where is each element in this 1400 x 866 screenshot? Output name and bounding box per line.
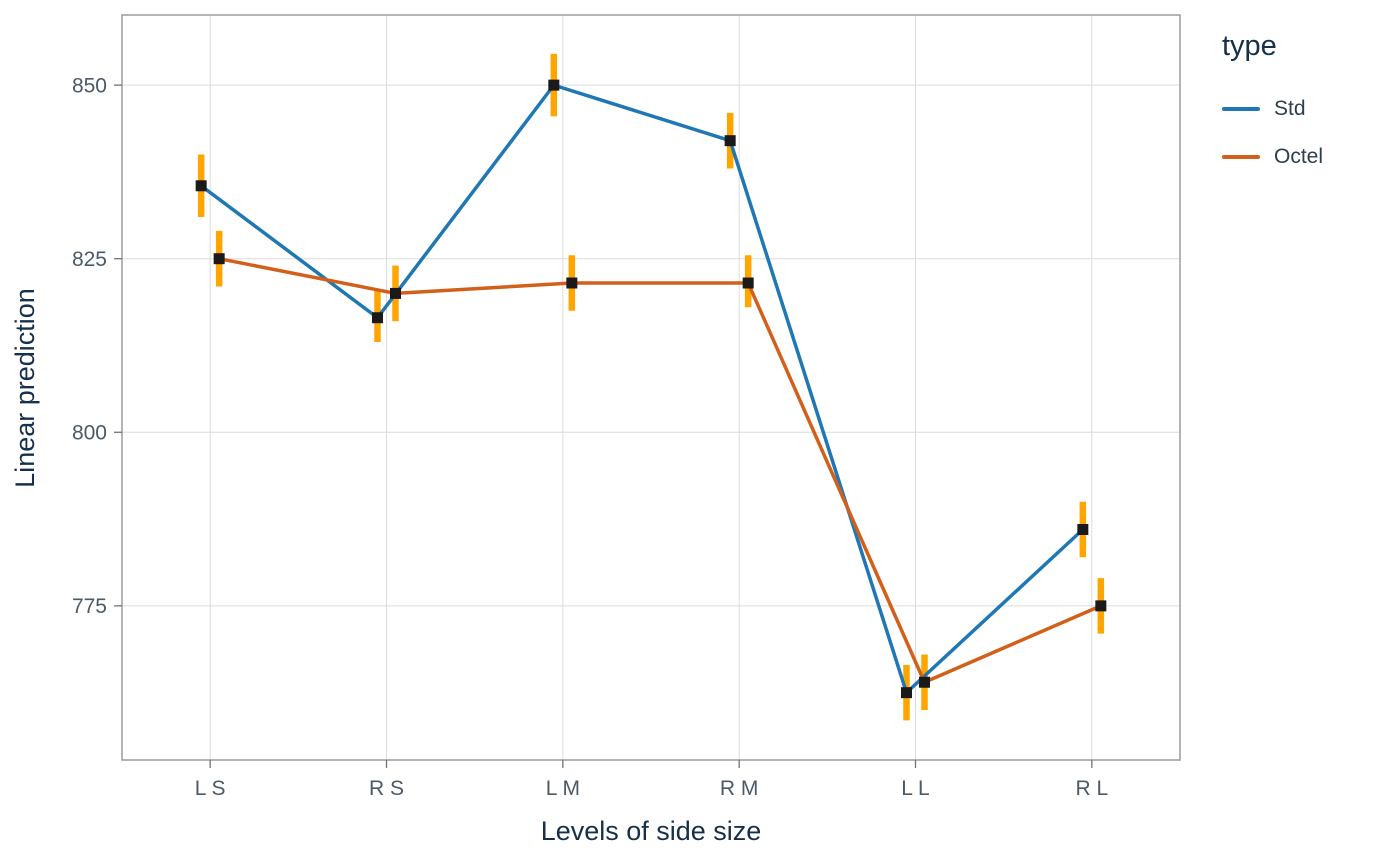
x-tick-label: L M — [546, 777, 580, 800]
x-axis-title: Levels of side size — [541, 816, 762, 846]
legend-label-std: Std — [1274, 97, 1306, 120]
data-point-marker — [195, 180, 207, 192]
legend-item-octel: Octel — [1222, 133, 1323, 181]
data-point-marker — [566, 277, 578, 289]
data-point-marker — [372, 312, 383, 324]
y-tick-label: 825 — [72, 248, 107, 271]
series-line-std — [200, 83, 1085, 695]
x-tick-label: R L — [1075, 777, 1108, 800]
panel-border — [121, 14, 1181, 761]
data-point-marker — [548, 79, 560, 91]
series-line-octel — [218, 256, 1102, 684]
data-point-marker — [919, 676, 930, 688]
data-point-marker — [1077, 523, 1089, 535]
x-tick-label: R S — [369, 777, 404, 800]
x-tick-label: L L — [901, 777, 929, 800]
data-point-marker — [742, 277, 754, 289]
y-tick-label: 850 — [72, 74, 107, 97]
y-axis-title: Linear prediction — [10, 288, 40, 488]
y-tick-label: 800 — [72, 422, 107, 445]
data-point-marker — [724, 135, 736, 147]
legend-title: type — [1222, 30, 1277, 62]
data-point-marker — [1095, 600, 1107, 612]
legend-item-std: Std — [1222, 85, 1323, 133]
x-tick-label: R M — [720, 777, 759, 800]
data-point-marker — [901, 687, 912, 699]
legend-label-octel: Octel — [1274, 145, 1324, 168]
data-point-marker — [390, 287, 401, 299]
chart-layers: 775 800 825 850 L S R S L M R M L L R L — [72, 14, 1181, 800]
legend: type Std Octel — [1222, 30, 1323, 181]
legend-swatch-std — [1222, 107, 1260, 111]
legend-swatch-octel — [1222, 155, 1260, 159]
x-tick-label: L S — [195, 777, 226, 800]
data-point-marker — [213, 253, 225, 265]
y-tick-label: 775 — [72, 595, 107, 618]
